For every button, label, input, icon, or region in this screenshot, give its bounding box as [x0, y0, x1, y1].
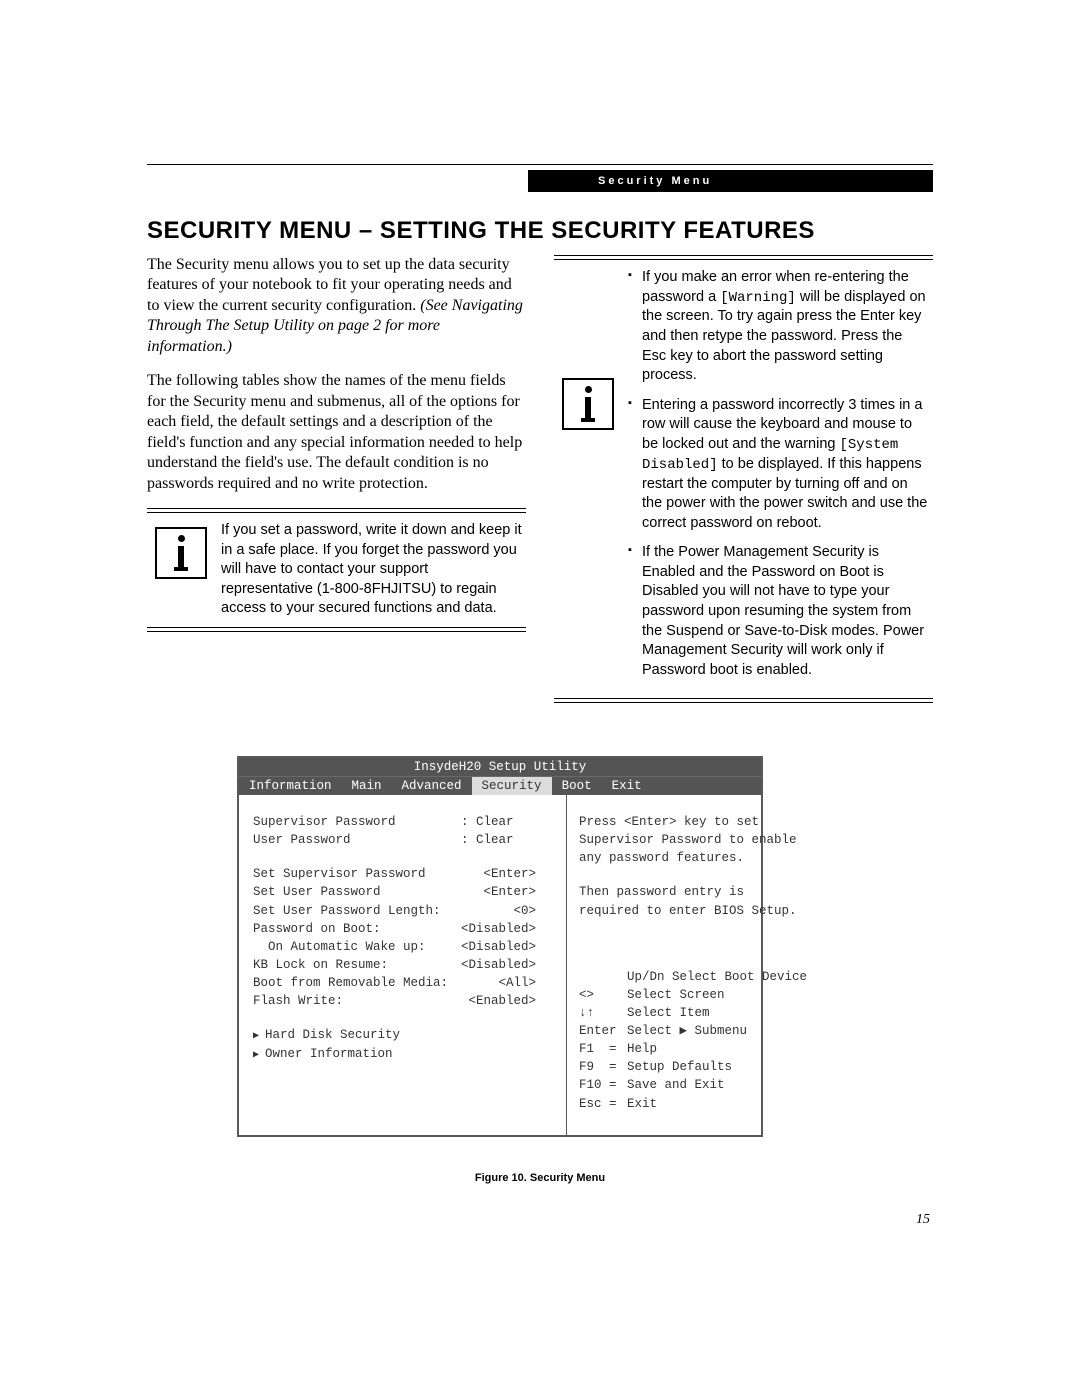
- bios-help-key: ↓↑: [579, 1004, 627, 1022]
- bios-help-key-row: Esc =Exit: [579, 1095, 807, 1113]
- right-column: If you make an error when re-entering th…: [554, 255, 933, 703]
- intro-paragraph-1: The Security menu allows you to set up t…: [147, 255, 526, 357]
- section-header-bar: Security Menu: [528, 170, 933, 192]
- info-icon: [562, 378, 614, 430]
- bios-help-key: <>: [579, 986, 627, 1004]
- bios-help-key: F1 =: [579, 1040, 627, 1058]
- bios-setting-label: Supervisor Password: [253, 813, 461, 831]
- bios-body: Supervisor Password: ClearUser Password:…: [239, 795, 761, 1135]
- bios-help-desc: Select ▶ Submenu: [627, 1022, 747, 1040]
- bios-help-key: Enter: [579, 1022, 627, 1040]
- bios-tab-boot[interactable]: Boot: [552, 777, 602, 795]
- bios-setting-row[interactable]: Set User Password Length:<0>: [253, 902, 558, 920]
- bios-help-top: Press <Enter> key to set Supervisor Pass…: [579, 813, 807, 867]
- bios-setting-row[interactable]: Supervisor Password: Clear: [253, 813, 558, 831]
- bios-help-pane: Press <Enter> key to set Supervisor Pass…: [566, 795, 819, 1135]
- note-bullet-3: If the Power Management Security is Enab…: [628, 543, 929, 680]
- bios-submenu-item[interactable]: Owner Information: [253, 1045, 558, 1064]
- bios-setting-value: <Enter>: [461, 883, 558, 901]
- bios-help-key-row: F10 =Save and Exit: [579, 1076, 807, 1094]
- bios-setting-row[interactable]: Flash Write:<Enabled>: [253, 992, 558, 1010]
- bios-setting-row[interactable]: User Password: Clear: [253, 831, 558, 849]
- bios-help-desc: Exit: [627, 1095, 657, 1113]
- bios-setting-row[interactable]: Password on Boot:<Disabled>: [253, 920, 558, 938]
- info-icon: [155, 527, 207, 579]
- bios-screenshot: InsydeH20 Setup Utility Information Main…: [237, 756, 763, 1137]
- bios-setting-row[interactable]: On Automatic Wake up:<Disabled>: [253, 938, 558, 956]
- bios-tab-information[interactable]: Information: [239, 777, 342, 795]
- bios-help-key: F10 =: [579, 1076, 627, 1094]
- bios-setting-value: : Clear: [461, 831, 558, 849]
- bios-setting-value: <Enabled>: [461, 992, 558, 1010]
- bios-setting-value: <Disabled>: [461, 920, 558, 938]
- bios-setting-value: <All>: [461, 974, 558, 992]
- bios-help-key-row: F1 =Help: [579, 1040, 807, 1058]
- bios-submenu-label: Hard Disk Security: [265, 1026, 400, 1045]
- note-bullet-2: Entering a password incorrectly 3 times …: [628, 396, 929, 534]
- intro-paragraph-2: The following tables show the names of t…: [147, 371, 526, 494]
- bios-help-mid: Then password entry is required to enter…: [579, 883, 807, 919]
- note-box-left: If you set a password, write it down and…: [147, 508, 526, 632]
- bios-title: InsydeH20 Setup Utility: [239, 758, 761, 776]
- bios-help-key-row: Up/Dn Select Boot Device: [579, 968, 807, 986]
- figure-caption: Figure 10. Security Menu: [0, 1172, 1080, 1184]
- bios-submenu-item[interactable]: Hard Disk Security: [253, 1026, 558, 1045]
- note-right-text: If you make an error when re-entering th…: [628, 268, 929, 690]
- bios-help-desc: Save and Exit: [627, 1076, 725, 1094]
- bios-help-key-row: EnterSelect ▶ Submenu: [579, 1022, 807, 1040]
- bios-setting-label: KB Lock on Resume:: [253, 956, 461, 974]
- bios-setting-label: Password on Boot:: [253, 920, 461, 938]
- bios-setting-value: <0>: [461, 902, 558, 920]
- note-bullet-1: If you make an error when re-entering th…: [628, 268, 929, 386]
- bios-help-desc: Up/Dn Select Boot Device: [627, 968, 807, 986]
- bios-help-desc: Select Item: [627, 1004, 710, 1022]
- bios-help-key-row: ↓↑Select Item: [579, 1004, 807, 1022]
- note-left-text: If you set a password, write it down and…: [221, 521, 522, 619]
- body-columns: The Security menu allows you to set up t…: [147, 255, 933, 703]
- bios-setting-label: Set User Password Length:: [253, 902, 461, 920]
- bios-help-key: Esc =: [579, 1095, 627, 1113]
- bios-tab-security[interactable]: Security: [472, 777, 552, 795]
- bios-help-key-row: <>Select Screen: [579, 986, 807, 1004]
- bios-setting-label: Set Supervisor Password: [253, 865, 461, 883]
- document-page: Security Menu SECURITY MENU – SETTING TH…: [0, 0, 1080, 1397]
- bios-help-key: F9 =: [579, 1058, 627, 1076]
- bios-help-desc: Select Screen: [627, 986, 725, 1004]
- bios-setting-row[interactable]: Boot from Removable Media:<All>: [253, 974, 558, 992]
- bios-tab-advanced[interactable]: Advanced: [392, 777, 472, 795]
- bios-setting-label: User Password: [253, 831, 461, 849]
- bios-setting-value: <Disabled>: [461, 938, 558, 956]
- bios-setting-value: <Enter>: [461, 865, 558, 883]
- top-rule: [147, 164, 933, 165]
- bios-help-key-row: F9 =Setup Defaults: [579, 1058, 807, 1076]
- bios-setting-label: Set User Password: [253, 883, 461, 901]
- bios-help-key: [579, 968, 627, 986]
- bios-setting-row[interactable]: KB Lock on Resume:<Disabled>: [253, 956, 558, 974]
- bios-setting-label: On Automatic Wake up:: [253, 938, 461, 956]
- bios-tab-exit[interactable]: Exit: [602, 777, 652, 795]
- bios-setting-label: Boot from Removable Media:: [253, 974, 461, 992]
- bios-setting-value: <Disabled>: [461, 956, 558, 974]
- bios-setting-value: : Clear: [461, 813, 558, 831]
- bios-help-desc: Help: [627, 1040, 657, 1058]
- bios-settings-pane: Supervisor Password: ClearUser Password:…: [239, 795, 566, 1135]
- bios-tab-bar: Information Main Advanced Security Boot …: [239, 776, 761, 795]
- bios-setting-label: Flash Write:: [253, 992, 461, 1010]
- page-number: 15: [916, 1212, 930, 1228]
- note-box-right: If you make an error when re-entering th…: [554, 255, 933, 703]
- bios-submenu-label: Owner Information: [265, 1045, 393, 1064]
- left-column: The Security menu allows you to set up t…: [147, 255, 526, 703]
- bios-help-desc: Setup Defaults: [627, 1058, 732, 1076]
- bios-setting-row[interactable]: Set Supervisor Password<Enter>: [253, 865, 558, 883]
- section-header-label: Security Menu: [598, 175, 712, 187]
- bios-tab-main[interactable]: Main: [342, 777, 392, 795]
- bios-setting-row[interactable]: Set User Password<Enter>: [253, 883, 558, 901]
- page-title: SECURITY MENU – SETTING THE SECURITY FEA…: [147, 217, 815, 245]
